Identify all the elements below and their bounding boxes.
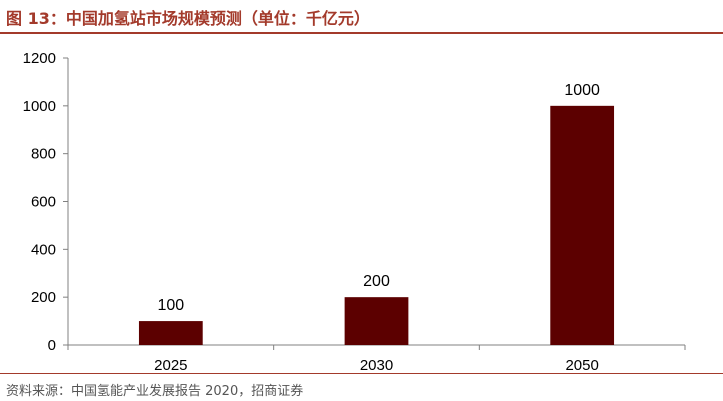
y-tick-label: 0 bbox=[48, 337, 56, 354]
y-tick-label: 200 bbox=[31, 289, 56, 306]
data-labels: 100 200 1000 bbox=[157, 82, 600, 314]
y-tick-label: 400 bbox=[31, 241, 56, 258]
y-tick-label: 1200 bbox=[23, 50, 56, 67]
x-tick-label-2050: 2050 bbox=[565, 357, 598, 374]
bar-2025 bbox=[138, 321, 203, 345]
bar-2050 bbox=[550, 105, 615, 345]
y-tick-label: 800 bbox=[31, 146, 56, 163]
data-label-2050: 1000 bbox=[564, 82, 600, 99]
bars bbox=[138, 105, 615, 345]
source-note: 资料来源：中国氢能产业发展报告 2020，招商证券 bbox=[6, 384, 304, 399]
y-tick-label: 1000 bbox=[23, 98, 56, 115]
y-tick-label: 600 bbox=[31, 194, 56, 211]
y-axis: 0 200 400 600 800 1000 1200 bbox=[23, 50, 69, 354]
title-rule bbox=[0, 32, 723, 34]
x-tick-label-2030: 2030 bbox=[360, 357, 393, 374]
figure-title: 图 13：中国加氢站市场规模预测（单位：千亿元） bbox=[6, 9, 370, 28]
data-label-2030: 200 bbox=[363, 273, 390, 290]
source-rule bbox=[0, 373, 723, 374]
x-axis: 2025 2030 2050 bbox=[67, 344, 686, 374]
bar-2030 bbox=[344, 297, 409, 345]
x-tick-label-2025: 2025 bbox=[154, 357, 187, 374]
data-label-2025: 100 bbox=[157, 297, 184, 314]
